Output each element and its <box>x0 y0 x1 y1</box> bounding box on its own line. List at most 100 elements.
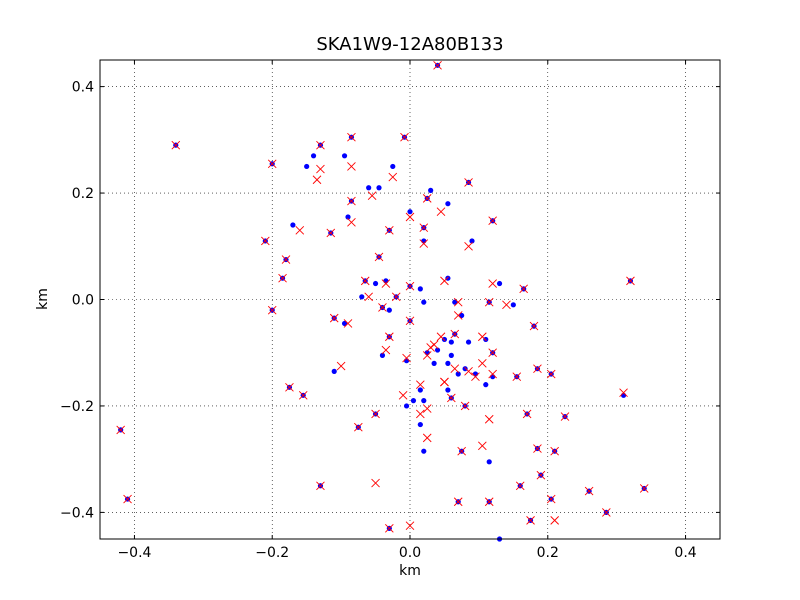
data-point-x <box>267 159 277 169</box>
data-point-dot <box>341 153 348 159</box>
data-point-dot <box>390 163 396 170</box>
axis-ticks: −0.4 −0.2 0.0 0.2 0.4 0.4 0.2 0.0 −0.2 −0.4 <box>60 60 720 561</box>
data-point-x <box>316 164 325 174</box>
data-point-x <box>453 497 463 507</box>
data-point-x <box>436 332 446 342</box>
data-point-x <box>488 216 497 226</box>
data-point-x <box>398 390 408 400</box>
data-point-x <box>429 340 439 350</box>
data-point-dot <box>403 403 410 409</box>
data-point-dot <box>366 185 372 191</box>
data-point-x <box>460 401 470 411</box>
data-point-x <box>336 361 346 371</box>
data-point-x <box>519 284 528 294</box>
data-point-x <box>381 345 391 355</box>
data-point-x <box>422 404 432 413</box>
data-point-dot <box>290 222 296 228</box>
data-point-x <box>464 178 473 187</box>
data-point-x <box>512 372 522 381</box>
data-point-x <box>422 194 432 203</box>
data-point-x <box>526 516 535 525</box>
data-point-x <box>453 311 463 320</box>
data-point-x <box>422 351 432 360</box>
data-point-x <box>484 414 494 424</box>
data-point-dot <box>445 387 451 393</box>
data-point-x <box>453 297 463 307</box>
data-point-x <box>533 364 542 374</box>
data-point-x <box>639 484 649 493</box>
data-point-x <box>316 140 325 150</box>
data-point-x <box>329 313 339 323</box>
data-point-x <box>347 132 356 142</box>
data-point-x <box>347 218 356 227</box>
data-point-dot <box>421 448 427 454</box>
data-point-x <box>343 319 353 328</box>
data-point-dot <box>341 320 348 327</box>
data-point-x <box>391 292 401 302</box>
data-point-dot <box>445 360 451 366</box>
data-point-x <box>560 412 570 421</box>
data-point-x <box>619 388 628 397</box>
data-point-x <box>312 175 322 185</box>
data-point-dot <box>359 294 365 300</box>
data-point-x <box>374 252 384 262</box>
data-point-dot <box>379 352 386 358</box>
data-point-dot <box>448 352 454 358</box>
x-tick-label: −0.2 <box>255 545 289 561</box>
data-point-x <box>522 409 532 419</box>
data-point-dot <box>372 280 379 287</box>
data-point-dot <box>483 382 489 388</box>
data-point-x <box>295 225 305 235</box>
data-marks <box>116 61 649 542</box>
data-point-dot <box>421 398 427 404</box>
data-point-x <box>385 332 394 342</box>
data-point-dot <box>428 187 434 193</box>
data-point-dot <box>472 371 479 377</box>
data-point-x <box>402 353 411 363</box>
data-point-x <box>433 61 442 70</box>
data-point-x <box>440 276 449 286</box>
data-point-x <box>502 300 511 310</box>
data-point-x <box>488 348 497 358</box>
data-point-x <box>550 516 559 525</box>
data-point-x <box>546 369 556 379</box>
data-point-x <box>426 343 435 352</box>
data-point-x <box>116 425 125 435</box>
data-point-x <box>347 196 356 206</box>
data-point-x <box>464 367 473 376</box>
data-point-x <box>440 377 449 387</box>
data-point-x <box>536 470 546 480</box>
data-point-x <box>447 393 456 403</box>
data-point-dot <box>510 302 516 308</box>
data-point-dot <box>452 299 458 305</box>
data-point-x <box>484 297 494 307</box>
data-point-x <box>261 236 270 246</box>
data-point-dot <box>421 299 427 305</box>
data-point-dot <box>490 374 496 380</box>
data-point-dot <box>620 392 627 398</box>
data-point-x <box>371 478 380 488</box>
data-point-x <box>281 255 291 264</box>
data-point-dot <box>483 336 489 343</box>
x-tick-label: 0.4 <box>674 545 696 561</box>
data-point-dot <box>407 209 413 215</box>
data-point-dot <box>455 371 461 377</box>
data-point-x <box>422 433 432 443</box>
data-point-x <box>471 372 480 381</box>
data-point-x <box>488 369 497 379</box>
data-point-dot <box>445 275 451 281</box>
data-point-x <box>626 276 635 286</box>
x-tick-label: −0.4 <box>117 545 151 561</box>
data-point-x <box>584 486 594 496</box>
data-point-dot <box>331 368 337 374</box>
data-point-x <box>278 273 287 283</box>
data-point-x <box>405 521 415 531</box>
data-point-x <box>478 332 487 342</box>
data-point-dot <box>445 201 451 207</box>
data-point-x <box>354 422 363 432</box>
chart-title: SKA1W9-12A80B133 <box>316 34 504 55</box>
y-tick-label: −0.2 <box>60 399 94 415</box>
y-tick-label: 0.4 <box>72 80 94 96</box>
data-point-dot <box>431 360 437 366</box>
data-point-x <box>478 359 487 368</box>
